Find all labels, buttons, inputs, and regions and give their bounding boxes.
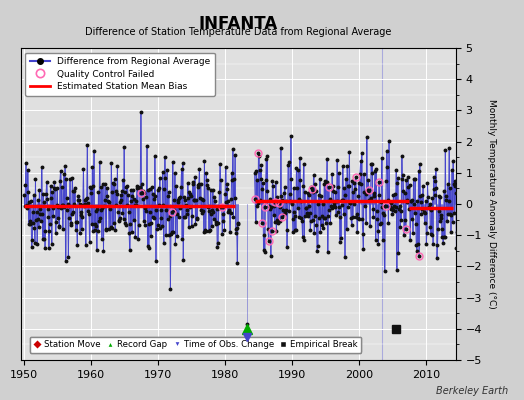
Title: INFANTA: INFANTA bbox=[199, 14, 278, 32]
Text: Berkeley Earth: Berkeley Earth bbox=[436, 386, 508, 396]
Legend: Station Move, Record Gap, Time of Obs. Change, Empirical Break: Station Move, Record Gap, Time of Obs. C… bbox=[30, 337, 362, 352]
Y-axis label: Monthly Temperature Anomaly Difference (°C): Monthly Temperature Anomaly Difference (… bbox=[487, 99, 496, 309]
Text: Difference of Station Temperature Data from Regional Average: Difference of Station Temperature Data f… bbox=[85, 27, 391, 37]
